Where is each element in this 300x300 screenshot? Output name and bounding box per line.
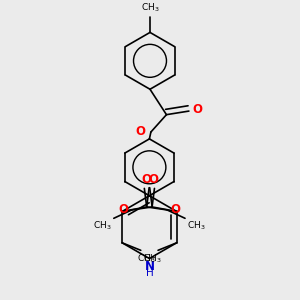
- Text: CH$_3$: CH$_3$: [188, 220, 206, 232]
- Text: CH$_3$: CH$_3$: [143, 253, 162, 265]
- Text: O: O: [193, 103, 202, 116]
- Text: O: O: [141, 173, 151, 186]
- Text: CH$_3$: CH$_3$: [137, 253, 156, 265]
- Text: O: O: [136, 125, 146, 138]
- Text: O: O: [148, 173, 158, 186]
- Text: O: O: [119, 203, 129, 216]
- Text: N: N: [144, 260, 154, 273]
- Text: H: H: [146, 268, 153, 278]
- Text: CH$_3$: CH$_3$: [141, 2, 159, 14]
- Text: O: O: [170, 203, 180, 216]
- Text: CH$_3$: CH$_3$: [93, 220, 111, 232]
